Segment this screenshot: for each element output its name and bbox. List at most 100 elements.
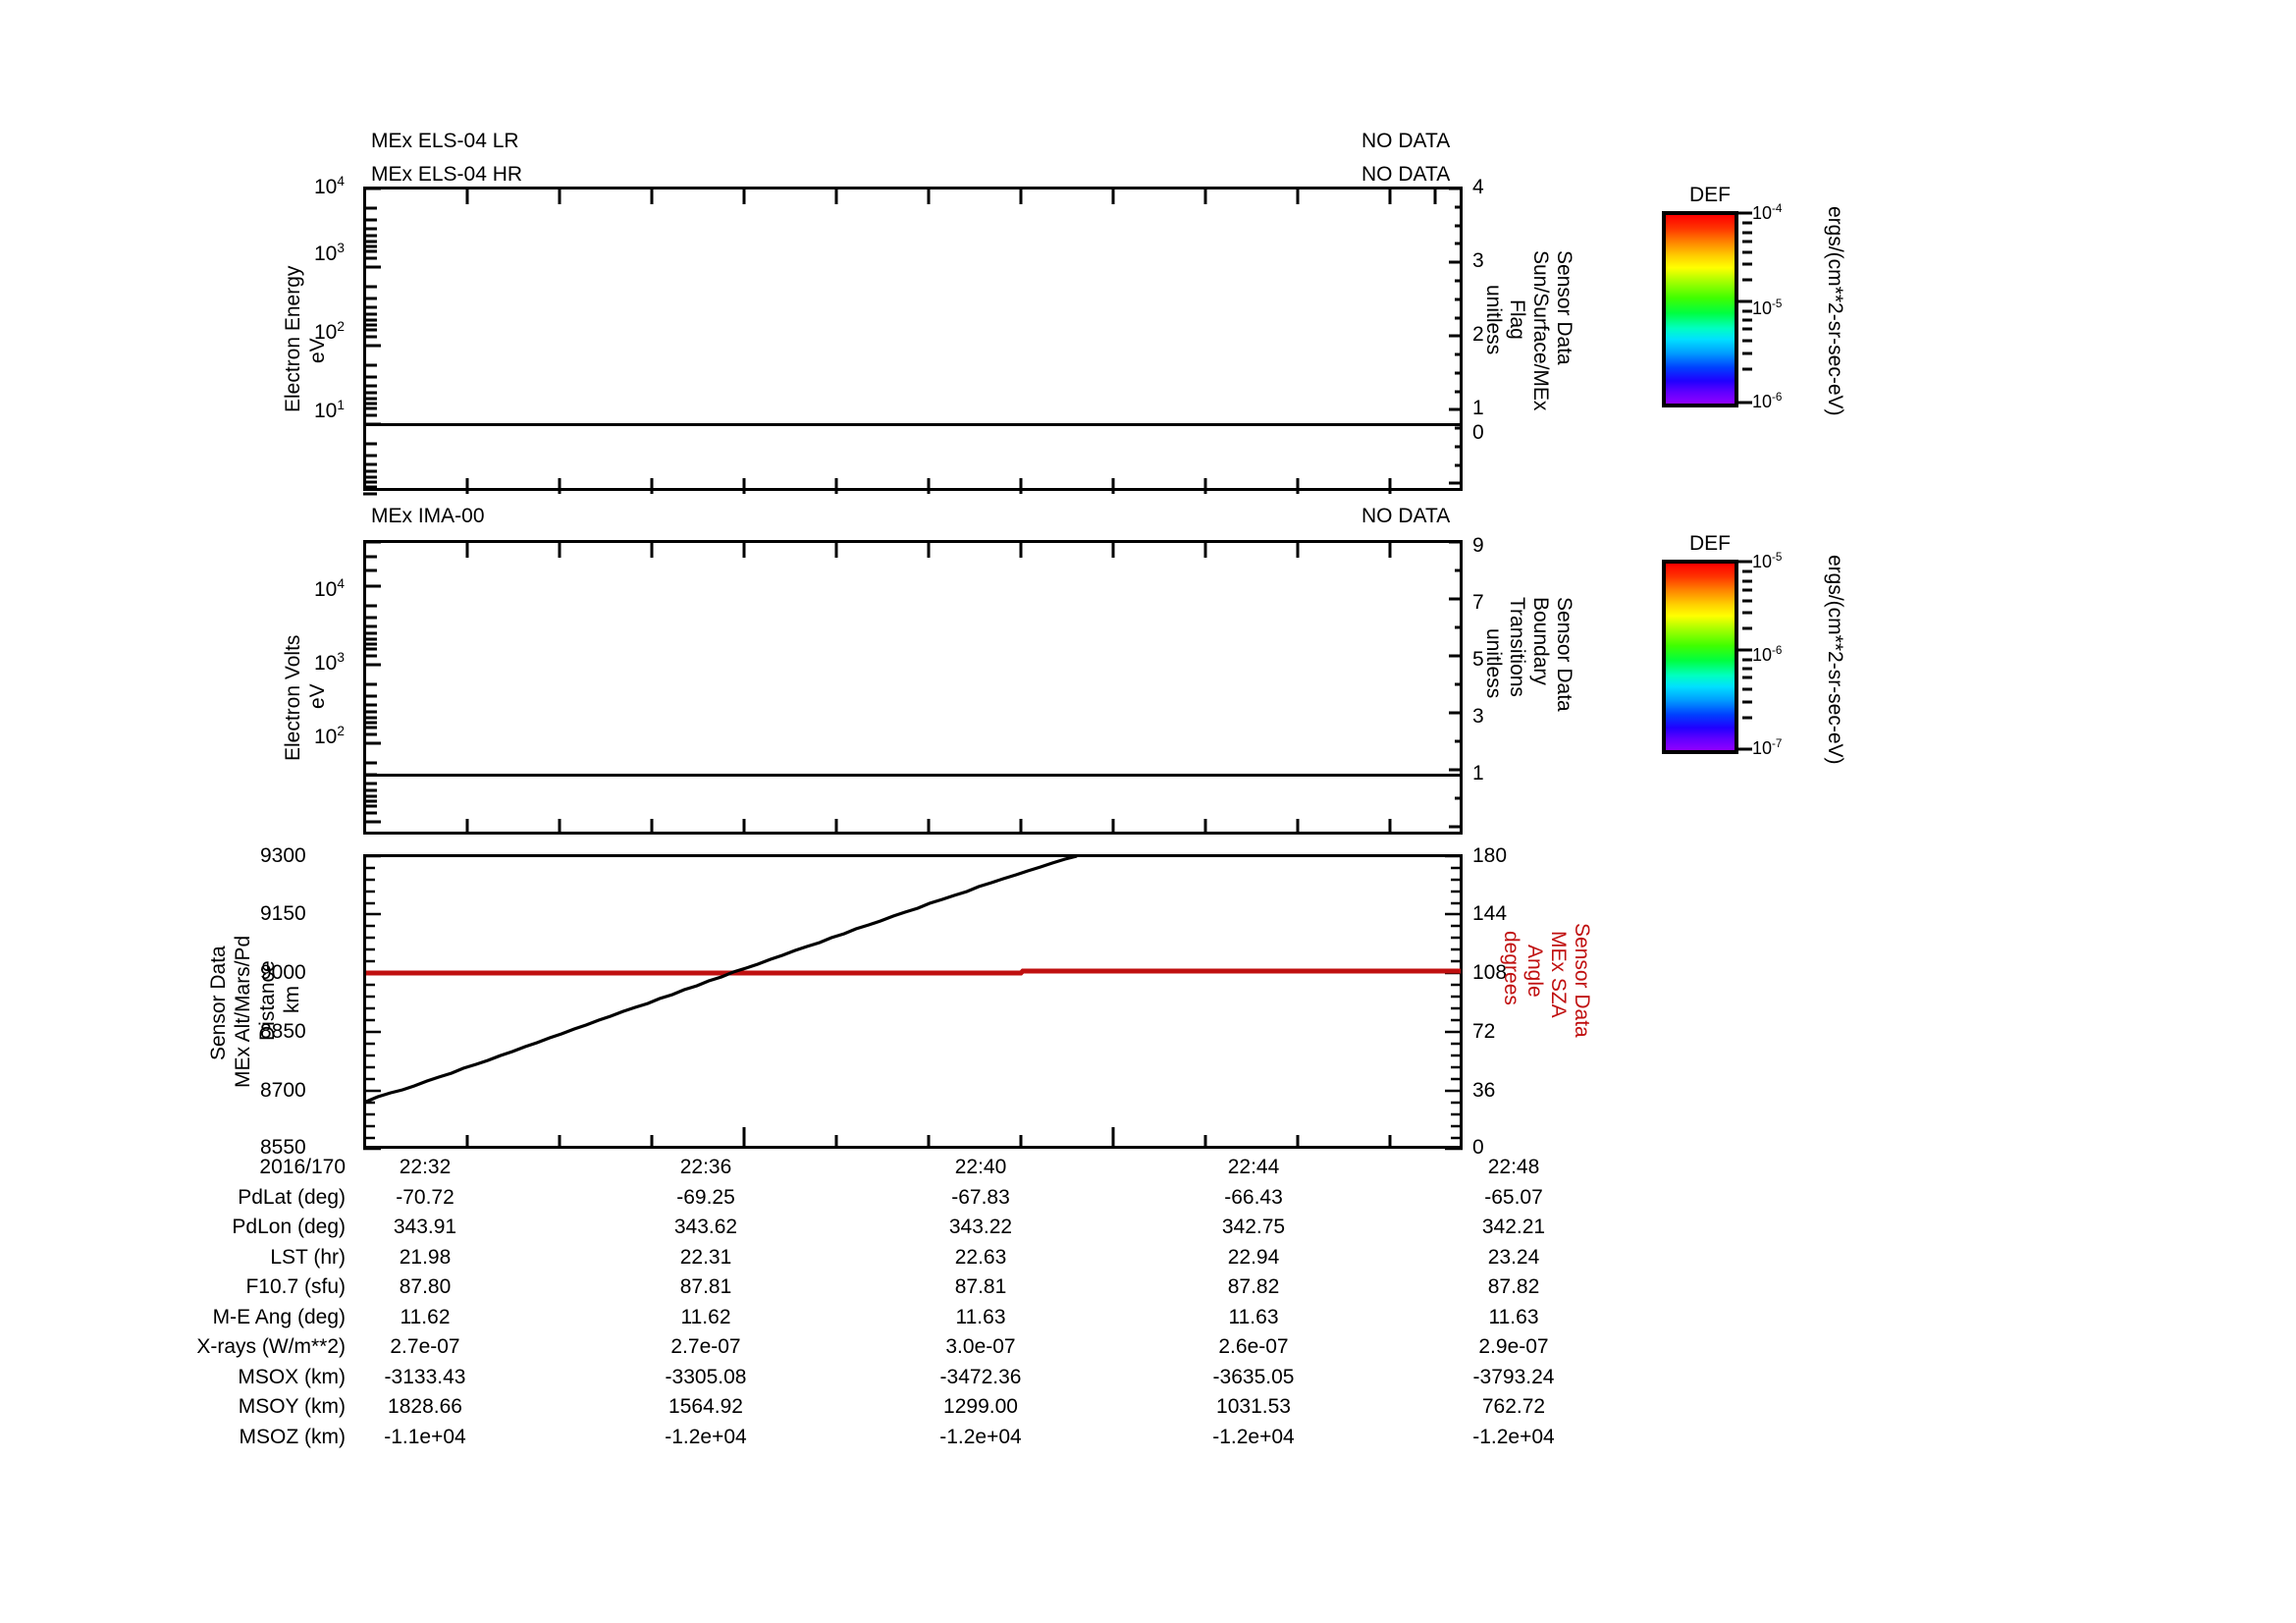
panel-alt-right-tick-180: 180	[1472, 844, 1508, 867]
panel-els-right-tick-1: 1	[1472, 397, 1484, 419]
time-tick-0: 22:32	[399, 1156, 452, 1178]
colorbar-2[interactable]	[1662, 560, 1738, 754]
colorbar-2-tick-bottom: 10-7	[1752, 737, 1783, 758]
panel-els-ticks	[363, 187, 1463, 496]
ephemeris-cell: -1.1e+04	[384, 1425, 466, 1448]
panel-ima-right-tick-3: 3	[1472, 705, 1484, 728]
panel-els-flag-line	[366, 423, 1460, 426]
panel-ima-right-axis-title-1: Sensor Data	[1553, 597, 1575, 712]
panel-els-right-tick-2: 2	[1472, 323, 1484, 346]
ephemeris-cell: 2.6e-07	[1218, 1335, 1289, 1358]
panel-els-right-tick-4: 4	[1472, 176, 1484, 198]
panel-ima-plot-area[interactable]	[363, 540, 1463, 835]
ephemeris-cell: -3635.05	[1212, 1365, 1295, 1388]
time-tick-1: 22:36	[679, 1156, 732, 1178]
panel-alt-right-axis-title-3: Angle	[1523, 945, 1546, 998]
ephemeris-cell: 21.98	[399, 1245, 452, 1269]
ephemeris-cell: 1564.92	[668, 1395, 743, 1418]
ephemeris-cell: 87.80	[399, 1275, 452, 1298]
ephemeris-cell: 11.62	[680, 1305, 731, 1328]
ephemeris-cell: 2.7e-07	[390, 1335, 460, 1358]
ephemeris-cell: -70.72	[396, 1185, 454, 1209]
ephemeris-row-label: LST (hr)	[270, 1245, 346, 1269]
ephemeris-cell: 762.72	[1481, 1395, 1546, 1418]
ephemeris-cell: 1299.00	[943, 1395, 1018, 1418]
ephemeris-cell: -3133.43	[384, 1365, 466, 1388]
panel-ima-ytick-1e3: 103	[314, 650, 345, 675]
panel-ima-right-tick-5: 5	[1472, 648, 1484, 671]
panel-alt-right-tick-36: 36	[1472, 1079, 1496, 1102]
ephemeris-cell: 343.22	[948, 1216, 1013, 1238]
panel-els-ytick-1e3: 103	[314, 241, 345, 265]
ephemeris-cell: 343.62	[673, 1216, 738, 1238]
ephemeris-cell: 1828.66	[388, 1395, 462, 1418]
ephemeris-cell: -3793.24	[1472, 1365, 1555, 1388]
ephemeris-cell: 2.7e-07	[670, 1335, 741, 1358]
panel-ima-right-tick-9: 9	[1472, 534, 1484, 557]
panel-els-right-tick-0: 0	[1472, 421, 1484, 444]
ephemeris-cell: 87.82	[1227, 1275, 1280, 1298]
colorbar-1-tick-top: 10-4	[1752, 202, 1783, 223]
ephemeris-cell: 2.9e-07	[1478, 1335, 1549, 1358]
panel-alt-ytick-9150: 9150	[260, 902, 306, 925]
panel-ima-ticks	[363, 540, 1463, 835]
colorbar-1-tick-mid: 10-5	[1752, 298, 1783, 318]
panel-ima-right-tick-1: 1	[1472, 762, 1484, 784]
ephemeris-cell: 22.63	[954, 1245, 1007, 1269]
panel-els-ytick-1e1: 101	[314, 398, 345, 422]
time-tick-4: 22:48	[1487, 1156, 1540, 1178]
ephemeris-cell: 87.82	[1487, 1275, 1540, 1298]
panel-alt-right-tick-72: 72	[1472, 1020, 1496, 1043]
panel-ima-right-axis-title-2: Boundary	[1529, 597, 1552, 685]
ephemeris-row-label: M-E Ang (deg)	[212, 1305, 346, 1328]
ephemeris-cell: -1.2e+04	[1212, 1425, 1295, 1448]
panel-els-right-axis-title-3: Flag	[1506, 299, 1528, 340]
panel-els-ytick-1e4: 104	[314, 174, 345, 198]
ephemeris-cell: 11.63	[1488, 1305, 1539, 1328]
ephemeris-cell: 11.63	[955, 1305, 1006, 1328]
panel-alt-right-tick-108: 108	[1472, 961, 1508, 984]
panel-ima-left-axis-title-1: Electron Volts	[282, 634, 304, 761]
trace-label-ima: MEx IMA-00	[371, 505, 485, 527]
ephemeris-cell: -1.2e+04	[665, 1425, 747, 1448]
panel-els-plot-area[interactable]	[363, 187, 1463, 491]
colorbar-1[interactable]	[1662, 211, 1738, 407]
ephemeris-cell: -67.83	[951, 1185, 1010, 1209]
panel-alt-ytick-9000: 9000	[260, 961, 306, 984]
ephemeris-cell: 22.31	[679, 1245, 732, 1269]
colorbar-1-title: DEF	[1689, 184, 1731, 206]
time-tick-3: 22:44	[1227, 1156, 1280, 1178]
trace-status-els-lr: NO DATA	[1362, 130, 1451, 152]
ephemeris-row-label: F10.7 (sfu)	[245, 1275, 346, 1298]
panel-els-right-axis-title-2: Sun/Surface/MEx	[1529, 250, 1552, 411]
panel-ima-left-axis-title-2: eV	[306, 683, 329, 709]
trace-status-ima: NO DATA	[1362, 505, 1451, 527]
colorbar-1-tick-bottom: 10-6	[1752, 391, 1783, 411]
panel-alt-left-axis-title-1: Sensor Data	[207, 946, 230, 1060]
ephemeris-cell: 343.91	[393, 1216, 457, 1238]
ephemeris-cell: -69.25	[676, 1185, 735, 1209]
ephemeris-cell: 22.94	[1227, 1245, 1280, 1269]
panel-alt-right-axis-title-2: MEx SZA	[1547, 931, 1570, 1018]
ephemeris-cell: -3305.08	[665, 1365, 747, 1388]
colorbar-2-ticks	[1738, 560, 1752, 751]
ephemeris-row-label: X-rays (W/m**2)	[196, 1335, 346, 1358]
panel-altitude-plot-area[interactable]	[363, 854, 1463, 1149]
panel-els-right-tick-3: 3	[1472, 249, 1484, 272]
ephemeris-row-label: MSOX (km)	[238, 1365, 346, 1388]
panel-alt-ytick-8850: 8850	[260, 1020, 306, 1043]
panel-alt-left-axis-title-2: MEx Alt/Mars/Pd	[232, 935, 254, 1088]
trace-label-els-lr: MEx ELS-04 LR	[371, 130, 519, 152]
time-tick-2: 22:40	[954, 1156, 1007, 1178]
colorbar-1-ticks	[1738, 211, 1752, 405]
panel-ima-right-tick-7: 7	[1472, 591, 1484, 614]
ephemeris-cell: 11.63	[1228, 1305, 1279, 1328]
ephemeris-cell: 23.24	[1487, 1245, 1540, 1269]
altitude-trace	[365, 854, 1078, 1104]
panel-alt-ytick-8550: 8550	[260, 1136, 306, 1159]
panel-ima-ytick-1e4: 104	[314, 576, 345, 601]
ephemeris-cell: 3.0e-07	[945, 1335, 1016, 1358]
ephemeris-cell: 342.75	[1221, 1216, 1286, 1238]
panel-alt-left-axis-title-4: km	[281, 986, 303, 1013]
